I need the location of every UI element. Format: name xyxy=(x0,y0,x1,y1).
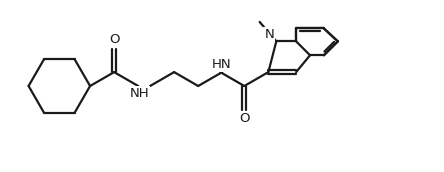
Text: O: O xyxy=(239,112,250,125)
Text: O: O xyxy=(109,33,119,46)
Text: HN: HN xyxy=(211,58,231,71)
Text: NH: NH xyxy=(129,87,149,100)
Text: N: N xyxy=(265,28,274,41)
